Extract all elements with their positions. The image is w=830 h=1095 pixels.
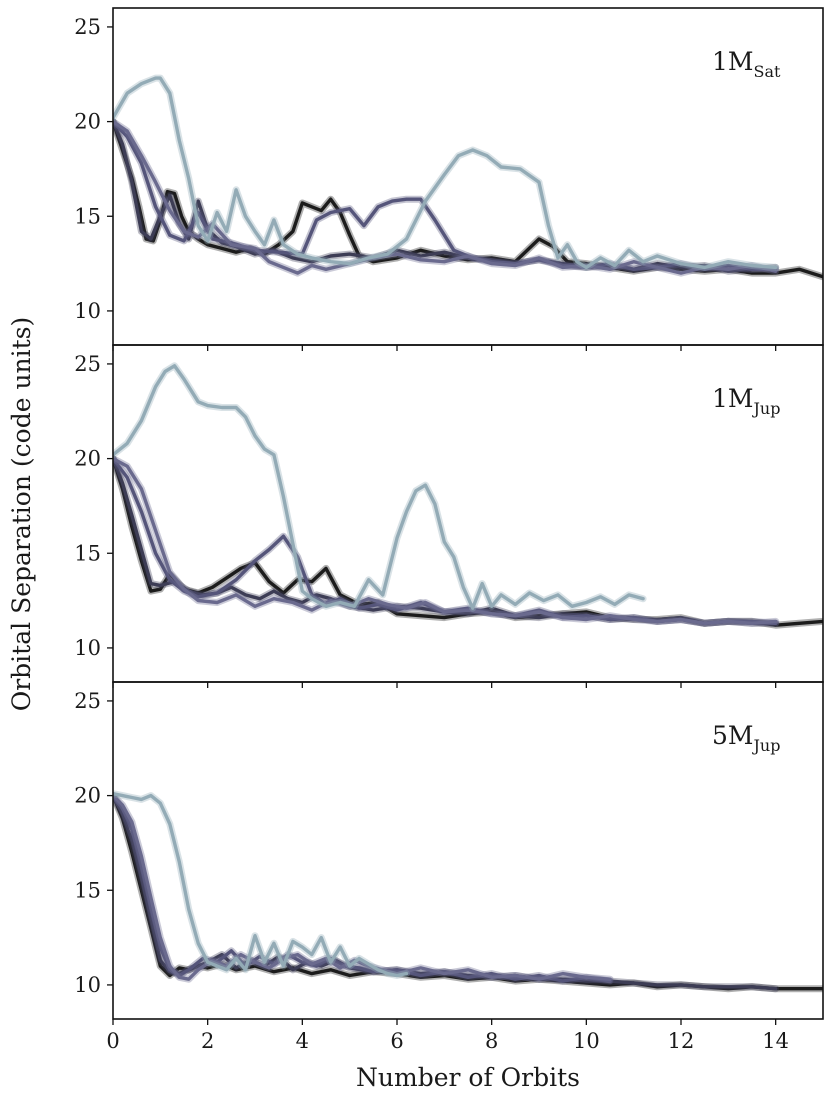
series-line-run-5 [113,364,645,610]
panel-label: 1MSat [712,47,781,81]
x-tick-label: 2 [201,1029,214,1053]
x-tick-label: 14 [762,1029,789,1053]
x-tick-label: 12 [668,1029,695,1053]
x-tick-label: 6 [390,1029,403,1053]
y-tick-label: 15 [74,878,101,902]
x-tick-label: 8 [485,1029,498,1053]
panel-top: 10 15 20 25 1MSat [74,7,824,351]
y-tick-label: 20 [74,447,101,471]
series-line-run-4 [113,793,612,981]
y-tick-label: 10 [74,299,101,323]
x-tick-label: 0 [106,1029,119,1053]
panel-label-sub: Sat [754,62,782,81]
series-group [113,74,823,281]
y-tick-label: 25 [74,689,101,713]
panel-label-main: 1M [712,47,754,76]
series-line-run-5 [113,792,409,978]
y-tick-label: 20 [74,110,101,134]
panel-label-sub: Jup [752,736,781,755]
series-line-run-3 [113,793,612,983]
x-tick-label: 10 [573,1029,600,1053]
y-axis-label: Orbital Separation (code units) [7,317,36,712]
panel-bottom: 10 15 20 25 5MJup [74,681,824,1025]
y-tick-label: 25 [74,15,101,39]
panel-middle: 10 15 20 25 1MJup [74,344,824,688]
panel-label-main: 5M [712,721,754,750]
panel-label-main: 1M [712,384,754,413]
y-tick-label: 10 [74,636,101,660]
series-group [113,790,823,993]
series-line-run-5 [113,76,778,270]
x-tick-labels: 0 2 4 6 8 10 12 14 [106,1029,789,1053]
y-tick-label: 20 [74,784,101,808]
y-tick-label: 15 [74,541,101,565]
y-tick-label: 25 [74,352,101,376]
x-axis-label: Number of Orbits [356,1063,580,1092]
x-tick-label: 4 [296,1029,309,1053]
y-tick-label: 10 [74,973,101,997]
series-line-run-4 [113,456,778,625]
panel-label: 1MJup [712,384,780,418]
series-group [113,362,823,629]
panel-frame [112,681,824,1020]
panel-label: 5MJup [712,721,780,755]
y-tick-label: 15 [74,204,101,228]
panel-label-sub: Jup [752,399,781,418]
series-halo-run-5 [113,362,647,612]
